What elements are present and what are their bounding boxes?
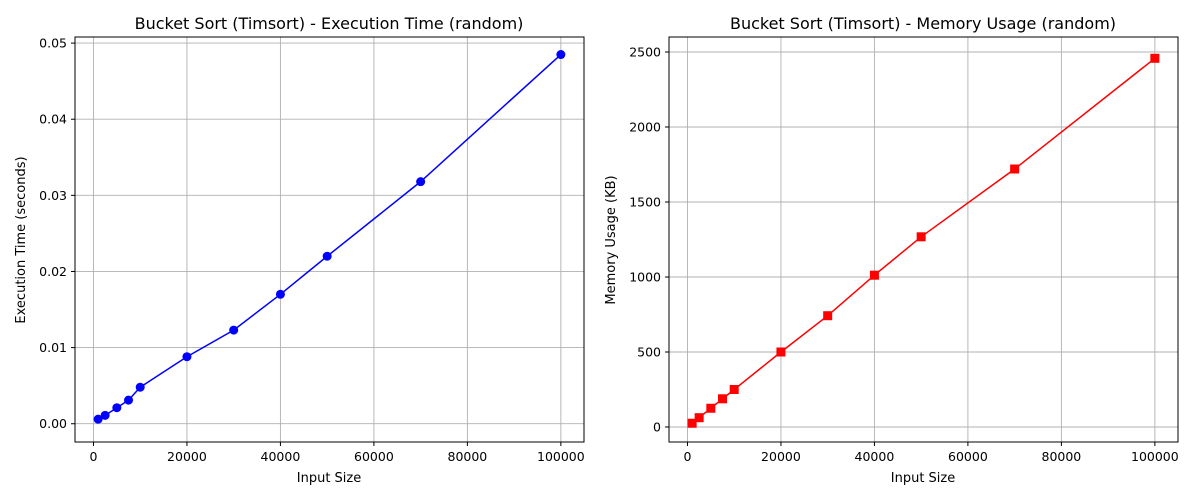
x-tick-label: 100000 xyxy=(537,449,585,464)
plot-area xyxy=(93,50,566,424)
chart-title: Bucket Sort (Timsort) - Memory Usage (ra… xyxy=(730,14,1116,33)
data-point xyxy=(93,414,103,424)
data-point xyxy=(687,418,697,428)
data-point xyxy=(776,347,786,357)
data-point xyxy=(718,394,728,404)
plot-frame xyxy=(668,36,1179,443)
data-point xyxy=(416,177,426,187)
y-tick-label: 0.02 xyxy=(39,264,67,279)
grid xyxy=(75,37,584,442)
data-point xyxy=(135,382,145,392)
x-tick-label: 20000 xyxy=(167,449,207,464)
x-tick-label: 100000 xyxy=(1131,449,1179,464)
x-tick-label: 80000 xyxy=(1042,449,1082,464)
plot-area xyxy=(687,53,1160,428)
y-axis-label: Memory Usage (KB) xyxy=(604,175,619,304)
chart-title: Bucket Sort (Timsort) - Execution Time (… xyxy=(135,14,524,33)
data-point xyxy=(1010,164,1020,174)
data-point xyxy=(823,311,833,321)
data-point xyxy=(124,395,134,405)
x-tick-label: 20000 xyxy=(761,449,801,464)
data-point xyxy=(729,385,739,394)
data-point xyxy=(916,232,926,242)
data-point xyxy=(322,251,332,261)
plot-frame xyxy=(74,36,585,443)
chart-memory-usage: Bucket Sort (Timsort) - Memory Usage (ra… xyxy=(604,14,1179,486)
x-tick-label: 0 xyxy=(683,449,691,464)
ticks: 0 20000 40000 60000 80000 100000 0.00 0.01 0.02 0… xyxy=(39,36,585,464)
series-line xyxy=(97,53,562,420)
x-tick-label: 80000 xyxy=(448,449,488,464)
data-point xyxy=(182,352,192,362)
y-tick-label: 500 xyxy=(637,345,661,360)
y-tick-label: 1000 xyxy=(629,270,661,285)
data-point xyxy=(229,325,239,335)
data-point xyxy=(706,403,716,413)
data-point xyxy=(100,410,110,420)
y-tick-label: 0.01 xyxy=(39,340,67,355)
y-tick-label: 2000 xyxy=(629,120,661,135)
y-tick-label: 0.03 xyxy=(39,188,67,203)
y-tick-label: 2500 xyxy=(629,45,661,60)
data-point xyxy=(112,403,122,413)
x-tick-label: 0 xyxy=(89,449,97,464)
x-tick-label: 60000 xyxy=(354,449,394,464)
y-tick-label: 1500 xyxy=(629,195,661,210)
x-axis-label: Input Size xyxy=(891,471,955,486)
data-point xyxy=(556,50,566,60)
y-tick-label: 0.00 xyxy=(39,416,67,431)
data-point xyxy=(869,270,879,280)
data-point xyxy=(275,289,285,299)
y-axis-label: Execution Time (seconds) xyxy=(14,156,29,323)
y-tick-label: 0 xyxy=(653,420,661,435)
x-tick-label: 40000 xyxy=(855,449,895,464)
grid xyxy=(669,37,1178,442)
x-tick-label: 60000 xyxy=(948,449,988,464)
chart-execution-time: Bucket Sort (Timsort) - Execution Time (… xyxy=(14,14,585,486)
y-tick-label: 0.04 xyxy=(39,112,67,127)
ticks: 0 20000 40000 60000 80000 100000 0 500 1000 1500 2… xyxy=(629,45,1179,465)
data-point xyxy=(1150,53,1160,63)
x-axis-label: Input Size xyxy=(297,471,361,486)
data-point xyxy=(694,413,704,423)
y-tick-label: 0.05 xyxy=(39,36,67,51)
x-tick-label: 40000 xyxy=(261,449,301,464)
